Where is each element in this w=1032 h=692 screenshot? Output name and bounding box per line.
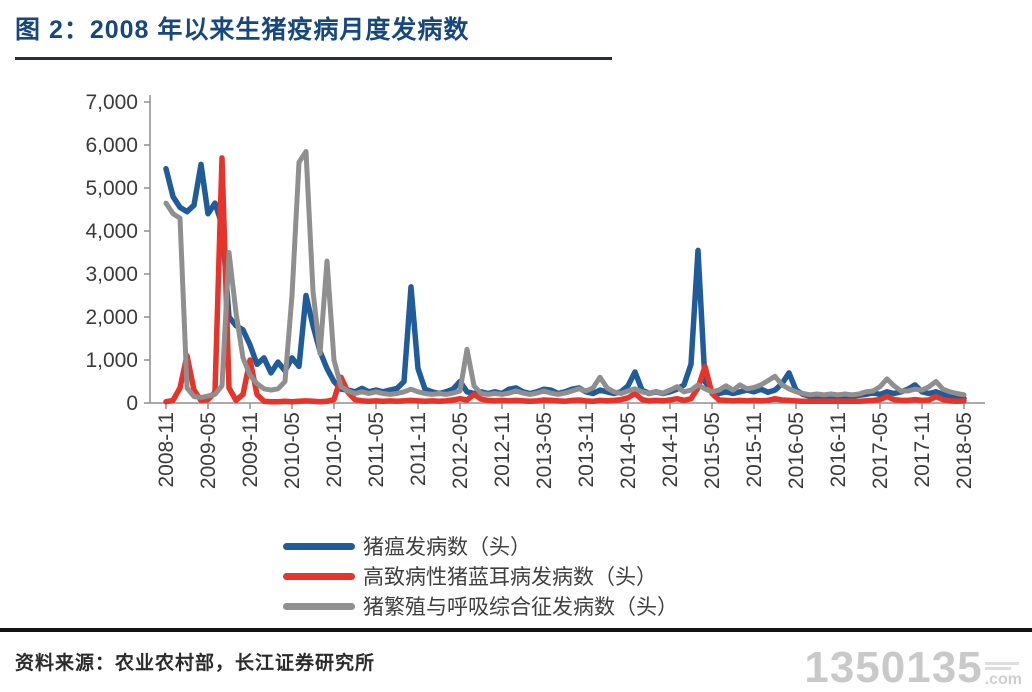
x-tick-label: 2014-05 bbox=[617, 412, 640, 489]
watermark: 1350135 .com bbox=[804, 643, 1022, 692]
x-tick-label: 2008-11 bbox=[155, 412, 178, 488]
y-tick-label: 2,000 bbox=[85, 306, 138, 329]
legend-item-csf: 猪瘟发病数（头） bbox=[283, 531, 678, 561]
x-tick-label: 2017-05 bbox=[869, 412, 892, 489]
series-line-2 bbox=[163, 149, 967, 400]
y-tick-label: 7,000 bbox=[85, 91, 138, 114]
x-tick-label: 2009-11 bbox=[239, 412, 262, 488]
line-chart: 7,000 6,000 5,000 4,000 3,000 2,000 1,000 0 2008… bbox=[85, 91, 985, 489]
x-tick-label: 2009-05 bbox=[197, 412, 220, 489]
x-tick-label: 2013-11 bbox=[575, 412, 598, 488]
x-tick-label: 2017-11 bbox=[911, 412, 934, 488]
axes bbox=[149, 95, 985, 404]
y-tick-label: 3,000 bbox=[85, 263, 138, 286]
watermark-microtext bbox=[984, 667, 1011, 670]
x-tick-label: 2010-05 bbox=[281, 412, 304, 489]
x-axis-ticks: 2008-11 2009-05 2009-11 2010-05 2010-11 2011-… bbox=[155, 403, 976, 489]
legend-label-hp-prrs: 高致病性猪蓝耳病发病数（头） bbox=[363, 566, 657, 589]
chart-legend: 猪瘟发病数（头） 高致病性猪蓝耳病发病数（头） 猪繁殖与呼吸综合征发病数（头） bbox=[283, 531, 678, 621]
watermark-number: 1350135 bbox=[804, 643, 983, 692]
y-tick-label: 1,000 bbox=[85, 349, 138, 372]
y-axis-ticks: 7,000 6,000 5,000 4,000 3,000 2,000 1,000 0 bbox=[85, 91, 150, 415]
series-line-1 bbox=[163, 155, 967, 405]
bottom-divider bbox=[0, 628, 1032, 632]
legend-label-csf: 猪瘟发病数（头） bbox=[363, 536, 531, 559]
x-tick-label: 2012-05 bbox=[449, 412, 472, 489]
x-tick-label: 2014-11 bbox=[659, 412, 682, 488]
x-tick-label: 2018-05 bbox=[953, 412, 976, 489]
y-tick-label: 5,000 bbox=[85, 177, 138, 200]
watermark-suffix: .com bbox=[984, 671, 1022, 688]
x-tick-label: 2010-11 bbox=[323, 412, 346, 488]
x-tick-label: 2016-05 bbox=[785, 412, 808, 489]
y-tick-label: 6,000 bbox=[85, 134, 138, 157]
legend-item-hp-prrs: 高致病性猪蓝耳病发病数（头） bbox=[283, 561, 678, 591]
y-tick-label: 0 bbox=[126, 392, 138, 415]
x-tick-label: 2015-05 bbox=[701, 412, 724, 489]
x-tick-label: 2015-11 bbox=[743, 412, 766, 488]
legend-label-prrs: 猪繁殖与呼吸综合征发病数（头） bbox=[363, 596, 678, 619]
legend-line-swatch-red bbox=[283, 572, 355, 580]
x-tick-label: 2013-05 bbox=[533, 412, 556, 489]
x-tick-label: 2016-11 bbox=[827, 412, 850, 488]
x-tick-label: 2011-11 bbox=[407, 412, 430, 486]
y-tick-label: 4,000 bbox=[85, 220, 138, 243]
title-underline bbox=[15, 57, 612, 60]
legend-line-swatch-gray bbox=[283, 602, 355, 610]
x-tick-label: 2011-05 bbox=[365, 412, 388, 488]
legend-item-prrs: 猪繁殖与呼吸综合征发病数（头） bbox=[283, 591, 678, 621]
figure-title: 图 2：2008 年以来生猪疫病月度发病数 bbox=[15, 16, 470, 44]
x-tick-label: 2012-11 bbox=[491, 412, 514, 488]
source-note: 资料来源：农业农村部，长江证券研究所 bbox=[15, 653, 376, 674]
watermark-microtext bbox=[984, 662, 1019, 665]
legend-line-swatch-blue bbox=[283, 542, 355, 550]
